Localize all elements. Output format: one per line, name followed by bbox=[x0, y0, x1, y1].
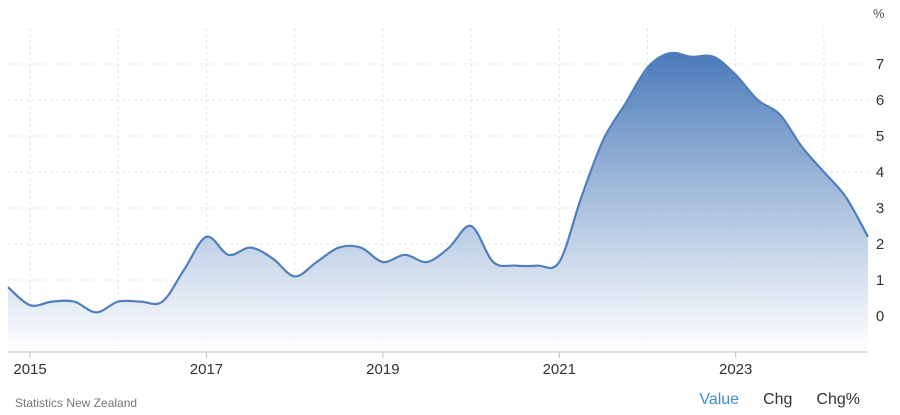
y-tick-label: 2 bbox=[876, 236, 884, 253]
x-tick-label: 2021 bbox=[543, 361, 576, 378]
unit-label: % bbox=[873, 6, 885, 21]
series-area bbox=[8, 52, 868, 352]
x-tick-label: 2019 bbox=[366, 361, 399, 378]
y-tick-label: 5 bbox=[876, 128, 884, 145]
y-tick-label: 3 bbox=[876, 200, 884, 217]
x-tick-label: 2017 bbox=[190, 361, 223, 378]
y-tick-label: 4 bbox=[876, 164, 884, 181]
y-tick-label: 0 bbox=[876, 308, 884, 325]
x-tick-labels: 2015 2017 2019 2021 2023 bbox=[13, 352, 752, 378]
x-tick-label: 2023 bbox=[719, 361, 752, 378]
view-tabs: Value Chg Chg% bbox=[675, 391, 860, 409]
chart: 2015 2017 2019 2021 2023 0 1 2 3 4 5 6 7 % bbox=[7, 6, 885, 378]
series-line bbox=[7, 51, 869, 314]
y-tick-label: 1 bbox=[876, 272, 884, 289]
tab-value[interactable]: Value bbox=[699, 391, 740, 408]
source-label: Statistics New Zealand bbox=[15, 396, 138, 410]
y-tick-label: 7 bbox=[876, 56, 884, 73]
tab-chg[interactable]: Chg bbox=[763, 391, 793, 408]
tab-chg-pct[interactable]: Chg% bbox=[816, 391, 860, 408]
x-tick-label: 2015 bbox=[13, 361, 46, 378]
y-tick-labels: 0 1 2 3 4 5 6 7 bbox=[876, 56, 884, 325]
y-tick-label: 6 bbox=[876, 92, 884, 109]
chart-footer: Statistics New Zealand Value Chg Chg% bbox=[0, 388, 900, 414]
